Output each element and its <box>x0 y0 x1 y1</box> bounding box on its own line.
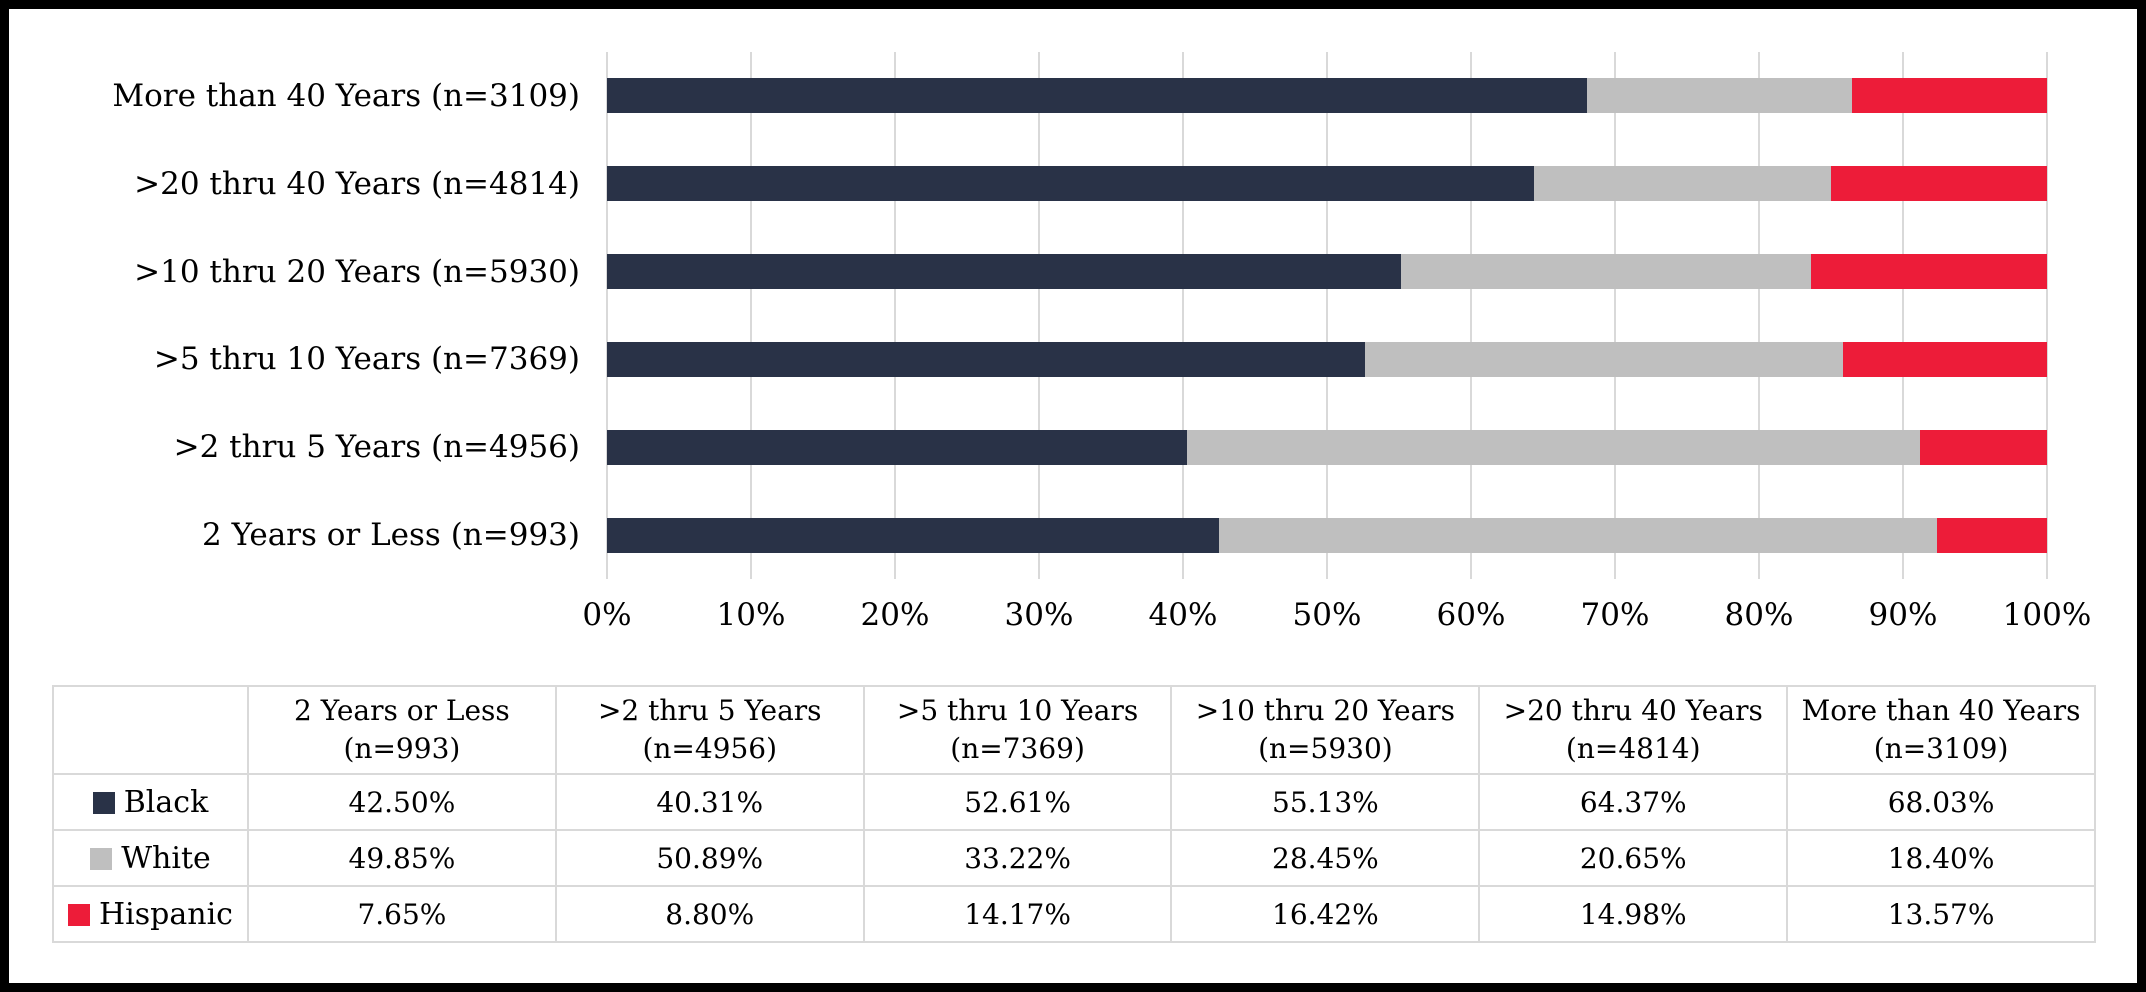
x-tick-label: 10% <box>716 597 786 633</box>
table-value-cell: 64.37% <box>1478 773 1789 831</box>
table-value-cell: 49.85% <box>247 829 557 887</box>
bar-row <box>607 341 2047 377</box>
x-tick-label: 80% <box>1724 597 1794 633</box>
bar-segment-hispanic <box>1810 254 2047 290</box>
table-value-cell: 42.50% <box>247 773 557 831</box>
gridline-90 <box>1902 52 1904 579</box>
table-column-header: >10 thru 20 Years (n=5930) <box>1170 685 1481 775</box>
category-axis-labels: More than 40 Years (n=3109) >20 thru 40 Y… <box>9 52 596 579</box>
table-column-header: >5 thru 10 Years (n=7369) <box>862 685 1173 775</box>
table-value-cell: 16.42% <box>1170 885 1481 943</box>
category-label: >10 thru 20 Years (n=5930) <box>134 253 580 290</box>
table-row: Hispanic 7.65% 8.80% 14.17% 16.42% 14.98% 13.5… <box>52 885 2096 943</box>
table-row: White 49.85% 50.89% 33.22% 28.45% 20.65% 18.40… <box>52 829 2096 887</box>
table-value-cell: 55.13% <box>1170 773 1481 831</box>
table-value-cell: 20.65% <box>1478 829 1789 887</box>
bar-segment-black <box>607 254 1401 290</box>
table-value-cell: 14.17% <box>862 885 1173 943</box>
gridline-100 <box>2046 52 2048 579</box>
legend-swatch-white <box>90 847 113 870</box>
bar-row <box>607 78 2047 114</box>
legend-swatch-black <box>92 791 115 814</box>
bar-segment-hispanic <box>1842 341 2047 377</box>
category-label: 2 Years or Less (n=993) <box>202 517 580 554</box>
x-tick-label: 70% <box>1580 597 1650 633</box>
table-column-header: More than 40 Years (n=3109) <box>1786 685 2096 775</box>
gridline-20 <box>894 52 896 579</box>
bar-segment-black <box>607 341 1365 377</box>
legend-label: Hispanic <box>99 896 233 932</box>
table-row: Black 42.50% 40.31% 52.61% 55.13% 64.37% 68.03… <box>52 773 2096 831</box>
gridline-40 <box>1182 52 1184 579</box>
category-label: >20 thru 40 Years (n=4814) <box>134 165 580 202</box>
table-value-cell: 40.31% <box>554 773 865 831</box>
table-value-cell: 13.57% <box>1786 885 2096 943</box>
category-label: >5 thru 10 Years (n=7369) <box>153 341 580 378</box>
x-tick-label: 60% <box>1436 597 1506 633</box>
bar-segment-white <box>1586 78 1852 114</box>
bar-segment-white <box>1219 517 1937 553</box>
bar-segment-hispanic <box>1936 517 2047 553</box>
legend-cell-white: White <box>52 829 249 887</box>
bar-segment-black <box>607 166 1534 202</box>
bar-row <box>607 517 2047 553</box>
bar-segment-white <box>1533 166 1832 202</box>
bar-segment-white <box>1364 341 1843 377</box>
bar-segment-black <box>607 517 1219 553</box>
bar-row <box>607 166 2047 202</box>
x-axis-tick-labels: 0% 10% 20% 30% 40% 50% 60% 70% 80% 90% 100% <box>582 597 2091 647</box>
bar-segment-hispanic <box>1920 429 2047 465</box>
legend-swatch-hispanic <box>68 903 91 926</box>
bar-segment-black <box>607 78 1587 114</box>
table-column-header: 2 Years or Less (n=993) <box>247 685 557 775</box>
table-corner-cell <box>52 685 249 775</box>
category-label: More than 40 Years (n=3109) <box>112 77 580 114</box>
legend-cell-black: Black <box>52 773 249 831</box>
x-tick-label: 100% <box>2002 597 2092 633</box>
x-tick-label: 50% <box>1292 597 1362 633</box>
gridline-30 <box>1038 52 1040 579</box>
bar-segment-white <box>1187 429 1921 465</box>
table-value-cell: 33.22% <box>862 829 1173 887</box>
x-tick-label: 40% <box>1148 597 1218 633</box>
gridline-10 <box>750 52 752 579</box>
gridline-0 <box>606 52 608 579</box>
table-value-cell: 52.61% <box>862 773 1173 831</box>
table-value-cell: 7.65% <box>247 885 557 943</box>
x-tick-label: 30% <box>1004 597 1074 633</box>
table-value-cell: 8.80% <box>554 885 865 943</box>
table-value-cell: 18.40% <box>1786 829 2096 887</box>
table-value-cell: 50.89% <box>554 829 865 887</box>
x-tick-label: 0% <box>582 597 632 633</box>
plot-area <box>606 52 2048 579</box>
bar-segment-white <box>1400 254 1811 290</box>
table-value-cell: 14.98% <box>1478 885 1789 943</box>
legend-label: White <box>121 840 211 876</box>
legend-label: Black <box>123 784 209 820</box>
gridline-50 <box>1326 52 1328 579</box>
legend-cell-hispanic: Hispanic <box>52 885 249 943</box>
bar-row <box>607 429 2047 465</box>
gridline-70 <box>1614 52 1616 579</box>
table-value-cell: 28.45% <box>1170 829 1481 887</box>
table-column-header: >2 thru 5 Years (n=4956) <box>554 685 865 775</box>
bar-segment-hispanic <box>1831 166 2047 202</box>
x-tick-label: 90% <box>1868 597 1938 633</box>
table-column-header: >20 thru 40 Years (n=4814) <box>1478 685 1789 775</box>
bar-segment-black <box>607 429 1188 465</box>
data-table: 2 Years or Less (n=993) >2 thru 5 Years (… <box>52 685 2096 943</box>
category-label: >2 thru 5 Years (n=4956) <box>173 429 580 466</box>
gridline-80 <box>1758 52 1760 579</box>
bar-segment-hispanic <box>1851 78 2047 114</box>
table-value-cell: 68.03% <box>1786 773 2096 831</box>
gridline-60 <box>1470 52 1472 579</box>
x-tick-label: 20% <box>860 597 930 633</box>
bar-row <box>607 254 2047 290</box>
